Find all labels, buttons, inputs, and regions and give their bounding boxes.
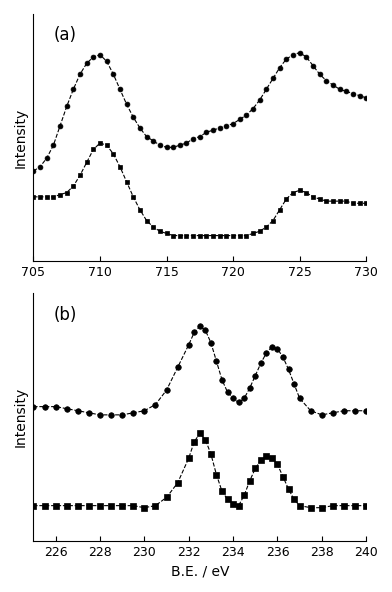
Text: (b): (b) [53,305,77,324]
Text: (a): (a) [53,26,76,44]
Y-axis label: Intensity: Intensity [14,108,28,168]
Y-axis label: Intensity: Intensity [14,387,28,447]
X-axis label: B.E. / eV: B.E. / eV [171,564,229,578]
